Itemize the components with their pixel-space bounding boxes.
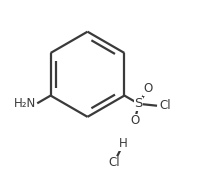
Text: Cl: Cl (159, 99, 171, 112)
Text: O: O (130, 114, 139, 127)
Text: O: O (143, 82, 153, 95)
Text: S: S (135, 97, 143, 110)
Text: H₂N: H₂N (14, 97, 36, 110)
Text: Cl: Cl (109, 156, 121, 169)
Text: H: H (119, 137, 128, 150)
